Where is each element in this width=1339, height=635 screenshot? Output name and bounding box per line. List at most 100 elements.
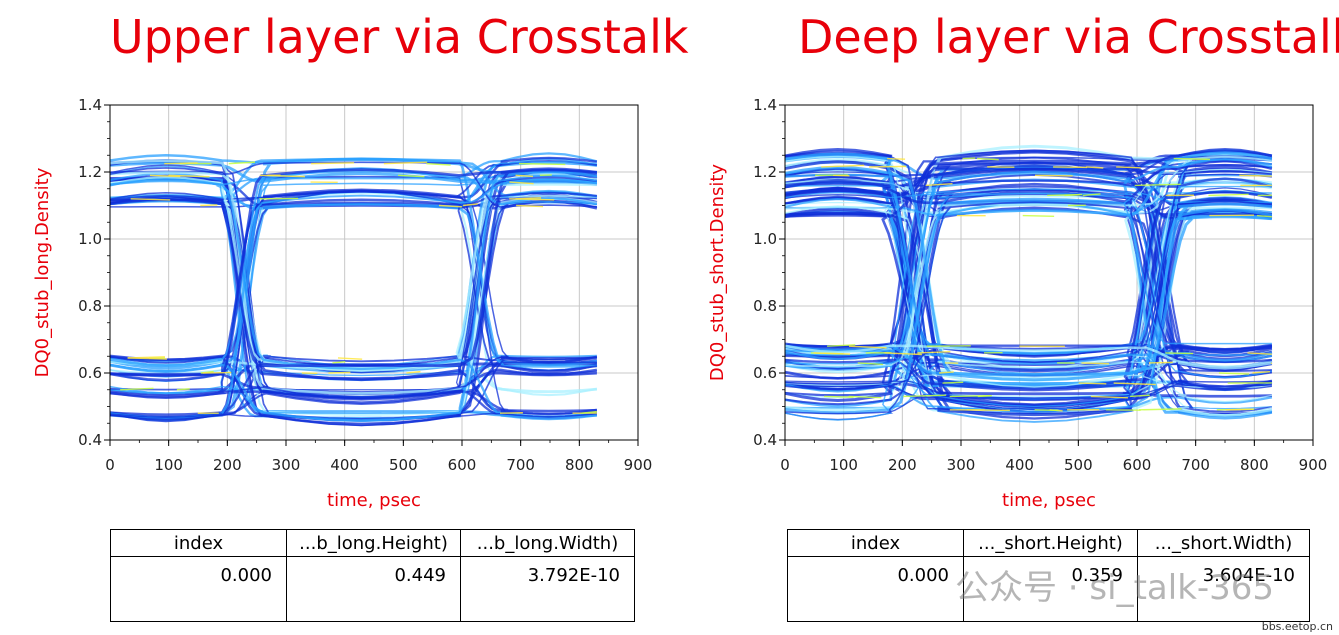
eye-trace xyxy=(784,155,1273,368)
eye-trace xyxy=(109,201,597,414)
eye-trace xyxy=(109,200,598,420)
eye-trace xyxy=(784,197,1273,357)
density-highlight xyxy=(581,410,598,414)
chart-title-deep: Deep layer via Crosstalk xyxy=(798,10,1339,64)
density-highlight xyxy=(976,157,999,161)
x-tick-label: 900 xyxy=(1299,456,1328,474)
density-highlight xyxy=(228,161,256,165)
density-highlight xyxy=(149,174,181,178)
density-highlight xyxy=(515,174,534,178)
eye-trace xyxy=(784,188,1272,421)
eye-trace xyxy=(109,178,598,367)
density-highlight xyxy=(827,344,856,347)
density-highlight xyxy=(462,203,478,207)
table-cell-height: 0.449 xyxy=(286,556,461,622)
eye-trace xyxy=(784,203,1273,358)
chart-title-upper: Upper layer via Crosstalk xyxy=(110,10,689,64)
x-tick-label: 600 xyxy=(1123,456,1152,474)
density-highlight xyxy=(942,381,964,384)
x-tick-label: 400 xyxy=(330,456,359,474)
density-highlight xyxy=(1239,174,1272,177)
eye-trace xyxy=(784,158,1273,413)
eye-trace xyxy=(109,161,597,208)
density-highlight xyxy=(1225,408,1254,411)
density-highlight xyxy=(949,394,992,398)
x-tick-label: 100 xyxy=(829,456,858,474)
density-highlight xyxy=(1247,352,1272,355)
density-highlight xyxy=(1116,166,1141,169)
site-credit: bbs.eetop.cn xyxy=(1261,620,1333,633)
eye-trace xyxy=(784,156,1272,359)
density-highlight xyxy=(438,204,463,208)
density-highlight xyxy=(398,174,425,178)
density-highlight xyxy=(962,157,976,160)
density-highlight xyxy=(917,351,951,354)
eye-trace xyxy=(109,196,598,420)
x-tick-label: 100 xyxy=(154,456,183,474)
density-highlight xyxy=(925,183,953,187)
eye-trace xyxy=(784,201,1273,416)
x-tick-label: 600 xyxy=(448,456,477,474)
density-highlight xyxy=(939,371,954,374)
density-highlight xyxy=(516,204,544,208)
density-highlight xyxy=(1086,166,1104,169)
density-highlight xyxy=(849,345,887,349)
eye-trace xyxy=(109,390,597,413)
density-highlight xyxy=(1081,362,1109,365)
eye-trace xyxy=(109,172,597,423)
density-highlight xyxy=(406,370,421,374)
density-highlight xyxy=(821,164,865,168)
density-highlight xyxy=(176,388,190,391)
density-highlight xyxy=(1130,394,1150,398)
table-cell-index: 0.000 xyxy=(110,556,287,622)
density-highlight xyxy=(426,162,451,166)
density-highlight xyxy=(509,181,534,185)
y-tick-label: 0.6 xyxy=(753,364,777,382)
eye-plot-0: 0.4 0.6 0.8 1.0 1.2 1.4 0 100 200 300 400 500 600 700… xyxy=(32,96,652,511)
density-highlight xyxy=(1034,174,1073,177)
density-highlight xyxy=(519,162,566,166)
watermark: 公众号 · si_talk-365 xyxy=(955,568,1275,608)
table-cell-index: 0.000 xyxy=(787,556,964,622)
density-highlight xyxy=(164,162,198,165)
eye-plot-1: 0.4 0.6 0.8 1.0 1.2 1.4 0 100 200 300 400 500 600 700… xyxy=(707,96,1327,511)
density-highlight xyxy=(824,395,854,398)
density-highlight xyxy=(1064,194,1080,197)
table-cell-width: 3.792E-10 xyxy=(460,556,635,622)
density-highlight xyxy=(127,356,165,359)
eye-trace xyxy=(109,178,598,421)
measurement-table-deep: index ..._short.Height) ..._short.Width)… xyxy=(787,529,1310,622)
x-tick-label: 700 xyxy=(506,456,535,474)
y-tick-label: 1.2 xyxy=(78,163,102,181)
eye-trace xyxy=(784,206,1272,356)
eye-trace xyxy=(784,158,1273,360)
eye-trace xyxy=(109,167,598,186)
density-highlight xyxy=(1218,372,1250,375)
density-highlight xyxy=(884,352,922,356)
x-tick-label: 300 xyxy=(947,456,976,474)
x-tick-label: 700 xyxy=(1181,456,1210,474)
density-highlight xyxy=(1113,382,1156,386)
y-tick-label: 1.4 xyxy=(753,96,777,114)
x-tick-label: 500 xyxy=(389,456,418,474)
eye-traces xyxy=(784,144,1273,423)
density-highlight xyxy=(1148,361,1173,364)
y-tick-label: 1.4 xyxy=(78,96,102,114)
measurement-table-upper: index ...b_long.Height) ...b_long.Width)… xyxy=(110,529,635,622)
x-axis-label: time, psec xyxy=(327,490,421,511)
table-header-height: ...b_long.Height) xyxy=(286,529,461,557)
x-tick-label: 0 xyxy=(105,456,115,474)
eye-trace xyxy=(109,356,597,400)
density-highlight xyxy=(1022,214,1055,217)
eye-trace xyxy=(109,170,598,420)
density-highlight xyxy=(130,198,171,201)
density-highlight xyxy=(383,161,428,165)
x-tick-label: 0 xyxy=(780,456,790,474)
y-tick-label: 1.0 xyxy=(753,230,777,248)
eye-trace xyxy=(784,360,1273,407)
table-header-index: index xyxy=(787,529,964,557)
y-tick-label: 1.2 xyxy=(753,163,777,181)
eye-trace xyxy=(109,168,598,423)
x-tick-label: 200 xyxy=(888,456,917,474)
